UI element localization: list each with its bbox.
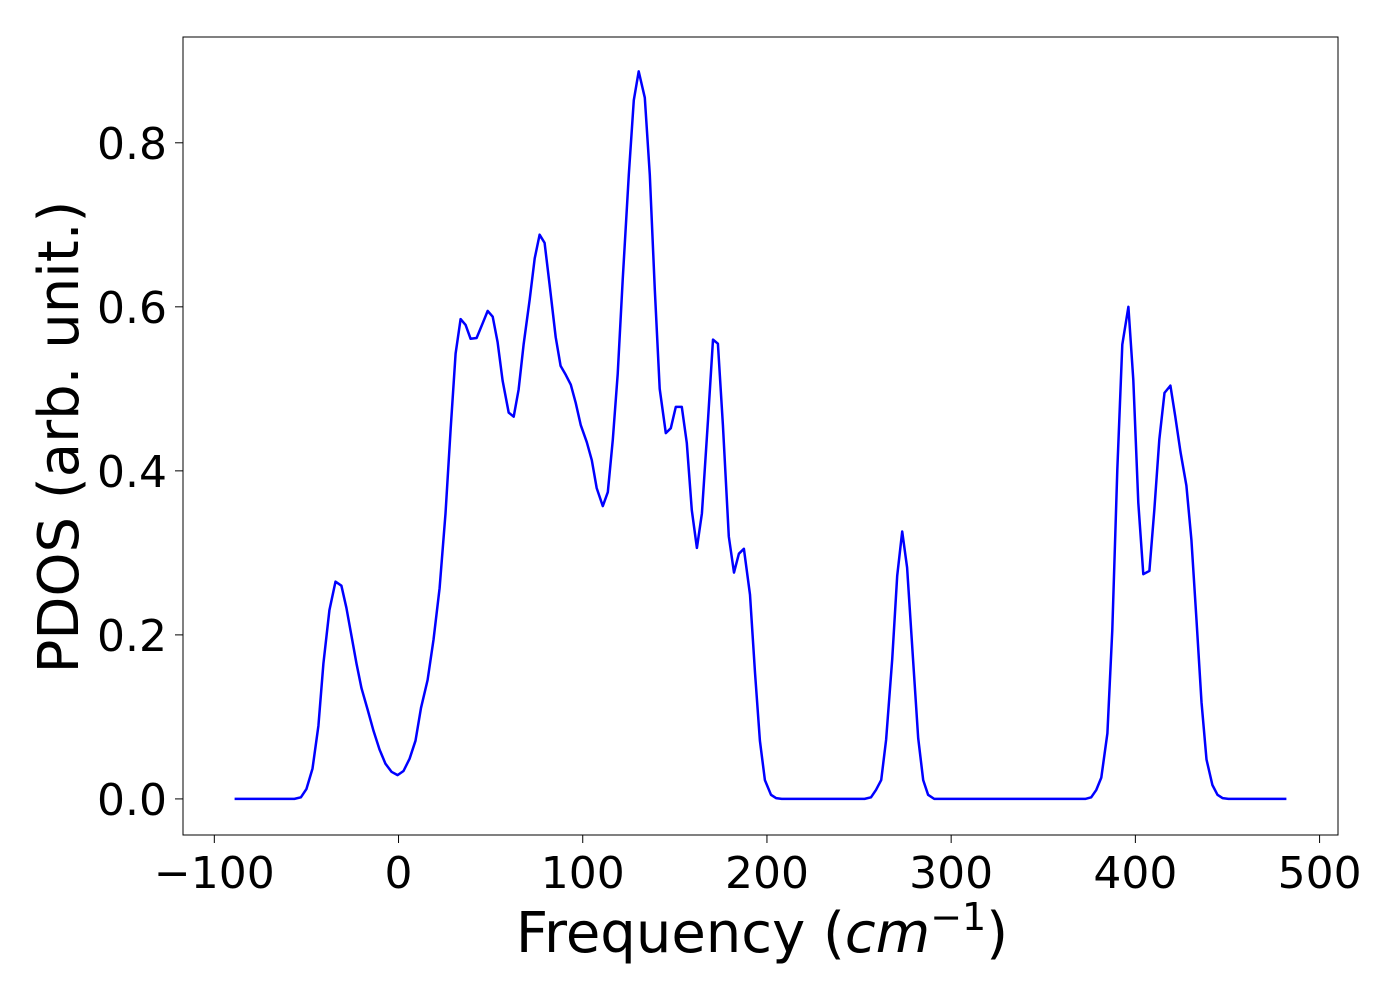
x-tick-label: 500 xyxy=(1278,848,1362,899)
x-tick-label: 300 xyxy=(909,848,993,899)
x-tick-label: 400 xyxy=(1093,848,1177,899)
y-tick-label: 0.0 xyxy=(97,775,167,826)
plot-frame xyxy=(182,36,1339,836)
y-axis-label: PDOS (arb. unit.) xyxy=(27,201,92,674)
x-tick-label: −100 xyxy=(154,848,275,899)
x-tick-label: 200 xyxy=(725,848,809,899)
x-axis-label: Frequency (cm−1) xyxy=(516,895,1008,966)
y-tick-label: 0.2 xyxy=(97,611,167,662)
series-line xyxy=(234,70,1287,801)
y-tick-label: 0.4 xyxy=(97,447,167,498)
x-tick-label: 100 xyxy=(541,848,625,899)
y-tick-label: 0.6 xyxy=(97,283,167,334)
x-tick-label: 0 xyxy=(385,848,413,899)
y-tick-label: 0.8 xyxy=(97,119,167,170)
